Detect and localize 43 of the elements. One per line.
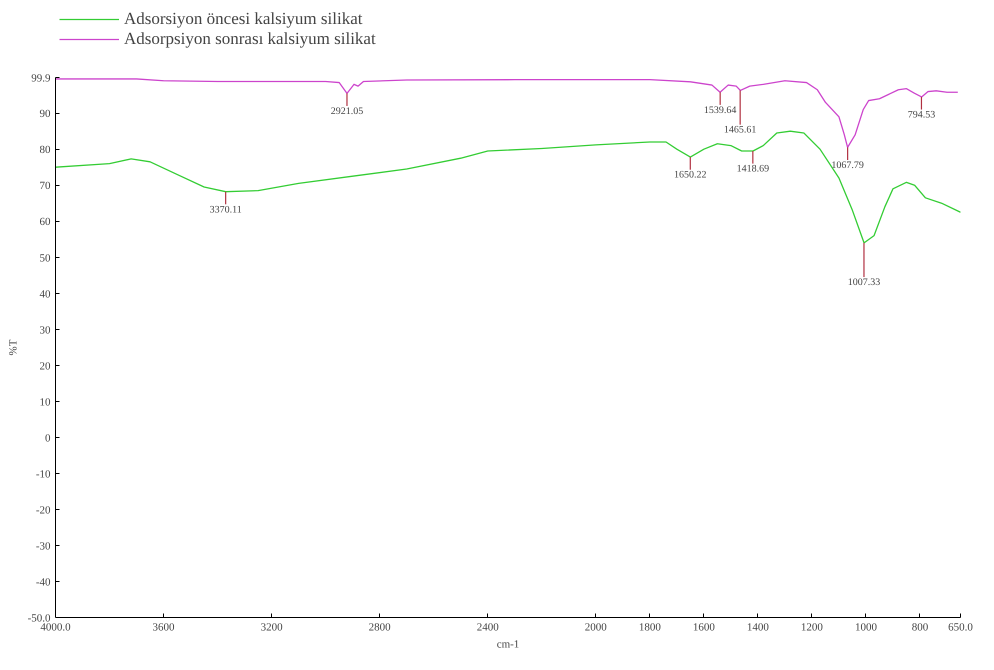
y-tick-label: 30 [40, 324, 51, 336]
line-series [56, 78, 958, 148]
x-tick-label: 2000 [584, 622, 608, 634]
legend-label: Adsorsiyon öncesi kalsiyum silikat [124, 9, 362, 29]
y-tick-label: 60 [40, 216, 51, 228]
x-tick-label: 2400 [476, 622, 500, 634]
x-tick-label: 1600 [692, 622, 716, 634]
y-axis-title: %T [8, 339, 20, 356]
x-tick-label: 1400 [746, 622, 770, 634]
annotation: 2921.05 [330, 106, 364, 117]
x-tick-label: 800 [912, 622, 929, 634]
y-tick-label: -20 [36, 504, 51, 516]
x-tick-label: 1800 [638, 622, 662, 634]
y-tick-label: -40 [36, 576, 51, 588]
x-tick-label: 3200 [260, 622, 284, 634]
y-tick-label: 99.9 [31, 72, 51, 84]
y-tick-label: -50.0 [28, 612, 51, 624]
y-tick-label: 90 [40, 108, 51, 120]
y-tick-label: 70 [40, 180, 51, 192]
legend-label: Adsorpsiyon sonrası kalsiyum silikat [124, 29, 376, 49]
annotation: 1465.61 [724, 124, 756, 136]
y-tick-label: -30 [36, 540, 51, 552]
y-tick-label: 80 [40, 144, 51, 156]
y-tick-label: 20 [40, 360, 51, 372]
annotation: 794.53 [908, 110, 936, 121]
annotation: 1418.69 [736, 164, 770, 175]
x-tick-label: 1000 [854, 622, 878, 634]
annotation: 3370.11 [210, 204, 242, 216]
x-tick-label: 4000.0 [40, 622, 72, 634]
annotation: 1650.22 [674, 170, 707, 181]
annotation: 1067.79 [831, 160, 864, 171]
annotation: 1007.33 [848, 277, 880, 288]
annotation: 1539.64 [704, 104, 736, 116]
y-tick-label: 50 [40, 252, 51, 264]
y-tick-label: 0 [45, 432, 51, 444]
x-tick-label: 2800 [368, 622, 392, 634]
y-tick-label: -10 [36, 468, 51, 480]
x-tick-label: 1200 [800, 622, 824, 634]
y-tick-label: 40 [40, 288, 51, 300]
x-tick-label: 3600 [152, 622, 176, 634]
x-axis-title: cm-1 [496, 638, 520, 650]
y-tick-label: 10 [40, 396, 51, 408]
x-tick-label: 650.0 [948, 622, 974, 634]
